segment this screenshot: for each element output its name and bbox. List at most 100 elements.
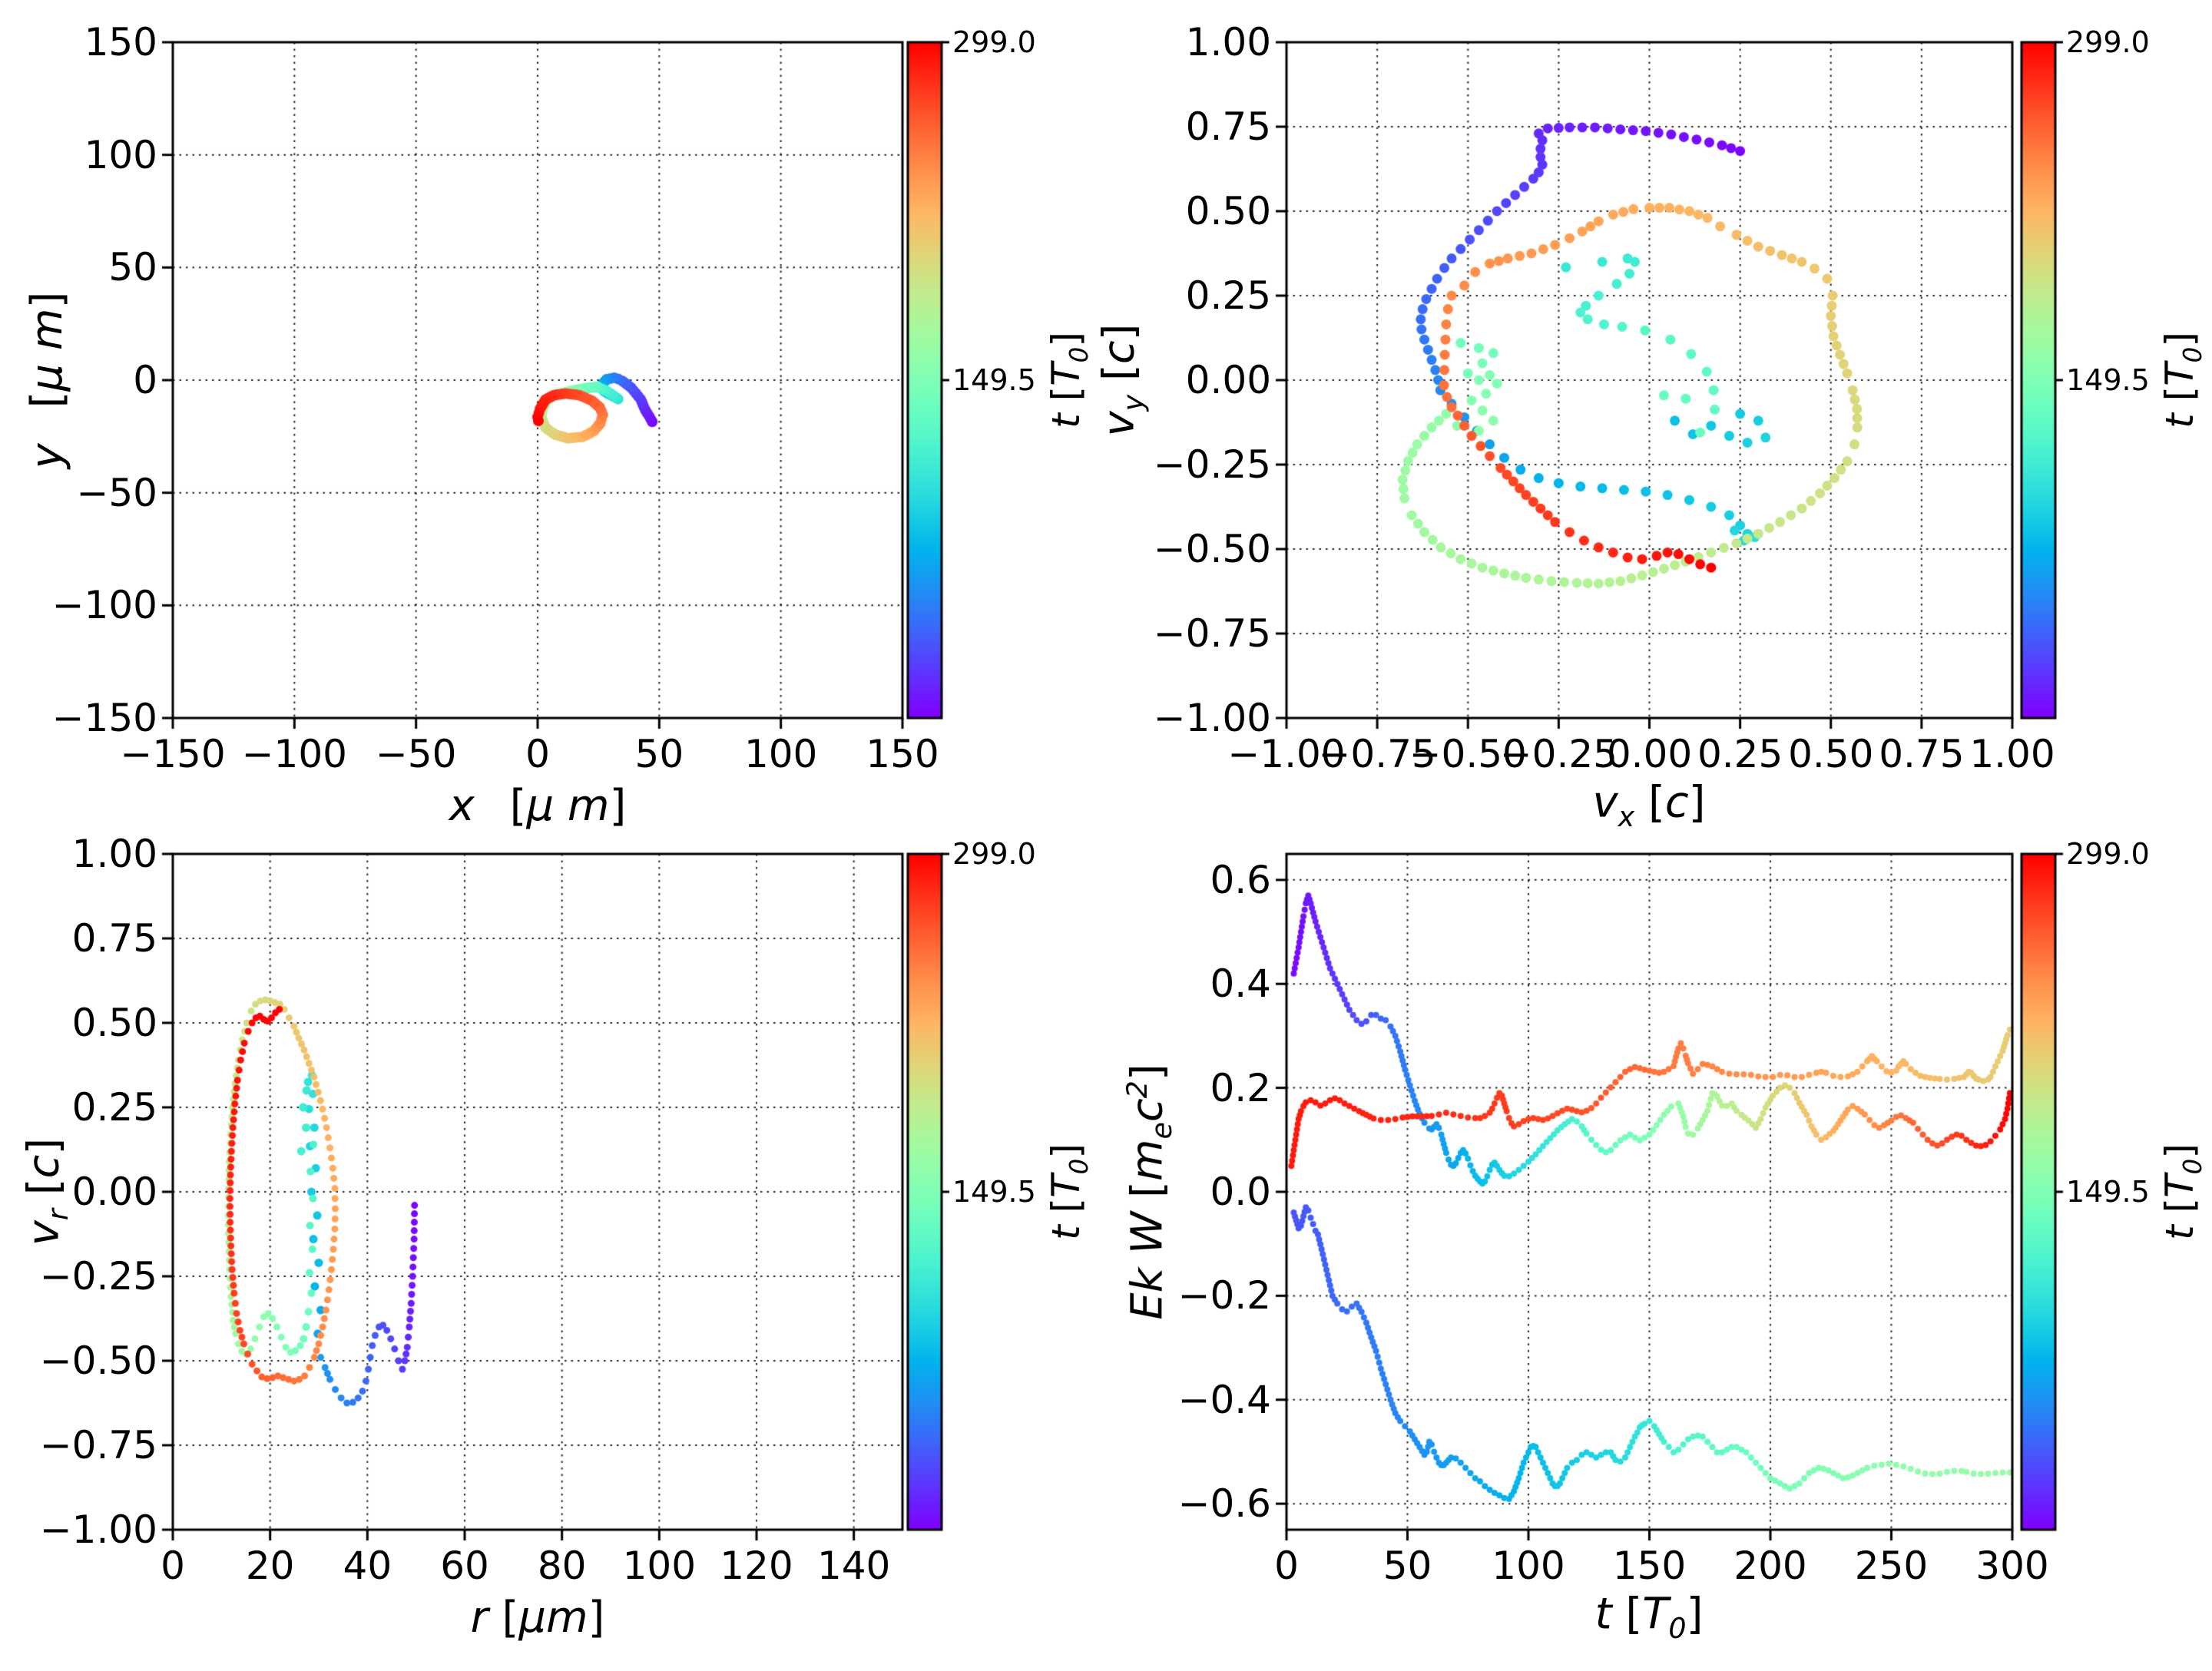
ekw-colorbar-label: t [T0] [2157,1143,2207,1240]
tick-label: 100 [743,732,818,776]
label-part: [ [474,781,527,831]
label-part: x [1618,799,1635,833]
tick-label: 120 [720,1544,793,1588]
label-part: ] [1122,1064,1173,1081]
label-part: r [41,1209,75,1221]
label-part: t [2157,413,2202,429]
label-part: [ [1043,385,1088,414]
label-part: Ek W [1122,1211,1173,1320]
tick-label: −0.25 [1153,442,1271,487]
label-part: t [1043,413,1088,429]
label-part: ] [2157,1143,2202,1159]
label-part: T [2157,1174,2202,1198]
tick-label: 0.75 [1879,732,1965,776]
ekw-colorbar-max-label: 299.0 [2066,837,2150,871]
label-part: ] [1043,1143,1088,1159]
tick-label: 100 [1492,1544,1565,1588]
tick-label: 0 [133,358,157,402]
label-part: 0 [2177,1158,2207,1175]
label-part: μ m [526,781,610,831]
rvr-colorbar-max-label: 299.0 [952,837,1036,871]
label-part: T [1642,1589,1669,1640]
tick-label: 0.00 [1606,732,1693,776]
label-part: y [1116,394,1150,412]
vxvy-colorbar-label: t [T0] [2157,332,2207,429]
label-part: ] [1688,777,1706,828]
tick-label: −1.00 [39,1507,157,1552]
vxvy-yaxis-label: vy [c] [1094,324,1150,437]
label-part: 0 [1668,1611,1687,1645]
tick-label: 0.4 [1210,961,1271,1007]
ekw-xaxis-label: t [T0] [1595,1593,1704,1643]
label-part: [ [1611,1589,1643,1640]
tick-label: 250 [1854,1544,1929,1588]
tick-label: 0.25 [1697,732,1783,776]
tick-label: 150 [866,732,939,776]
tick-label: −0.75 [1318,732,1436,776]
label-part: 2 [1120,1080,1154,1099]
label-part: [ [488,1593,519,1643]
tick-label: 80 [537,1544,587,1588]
label-part: t [1043,1225,1088,1240]
label-part: [ [1122,1181,1173,1212]
tick-label: −1.00 [1153,696,1271,740]
tick-label: 300 [1975,1544,2049,1588]
label-part: ] [1094,323,1144,341]
tick-label: 1.00 [1969,732,2055,776]
label-part: x [449,781,475,831]
label-part: [ [1043,1197,1088,1226]
tick-label: 20 [245,1544,295,1588]
tick-label: 150 [1612,1544,1687,1588]
tick-label: −100 [241,732,347,776]
tick-label: 0.25 [71,1085,157,1130]
rvr-yaxis-label: vr [c] [19,1138,75,1246]
tick-label: 0 [1274,1544,1299,1588]
tick-label: −0.2 [1177,1273,1271,1319]
label-part: 0 [2177,346,2207,363]
label-part: 0 [1064,1158,1094,1175]
label-part: r [470,1593,488,1643]
vxvy-colorbar-max-label: 299.0 [2066,25,2150,59]
label-part: ] [18,1137,69,1155]
tick-label: 0 [525,732,550,776]
label-part: ] [1043,332,1088,347]
tick-label: 0.75 [71,916,157,961]
label-part: ] [22,291,72,309]
tick-label: −0.50 [39,1338,157,1383]
label-part: c [1664,777,1689,828]
tick-label: −150 [120,732,226,776]
label-part: [ [22,391,72,444]
tick-label: −0.50 [1409,732,1527,776]
xy-colorbar-mid-label: 149.5 [952,363,1036,397]
label-part: T [1043,1174,1088,1198]
tick-label: 40 [343,1544,392,1588]
tick-label: −1.00 [1227,732,1346,776]
label-part: μm [518,1593,588,1643]
tick-label: 0.50 [1185,189,1271,233]
tick-label: −0.75 [1153,611,1271,656]
label-part: T [1043,362,1088,386]
tick-label: −0.50 [1153,527,1271,571]
label-part: [ [2157,385,2202,414]
label-part: ] [1686,1589,1704,1640]
tick-label: 0.50 [71,1001,157,1045]
label-part: m [1122,1139,1173,1182]
label-part: y [22,443,72,469]
tick-label: 0.75 [1185,104,1271,149]
rvr-colorbar-label: t [T0] [1043,1143,1094,1240]
label-part: μ m [22,308,72,392]
label-part: T [2157,362,2202,386]
rvr-xaxis-label: r [μm] [471,1597,605,1640]
tick-label: −50 [76,470,157,515]
tick-label: 50 [634,732,684,776]
tick-label: 1.00 [1185,20,1271,65]
tick-label: 140 [816,1544,891,1588]
tick-label: −50 [375,732,457,776]
tick-label: −0.6 [1177,1481,1271,1527]
xy-yaxis-label: y [μ m] [22,292,72,469]
label-part: [ [18,1178,69,1209]
label-part: c [1094,340,1144,365]
label-part: ] [588,1593,605,1643]
